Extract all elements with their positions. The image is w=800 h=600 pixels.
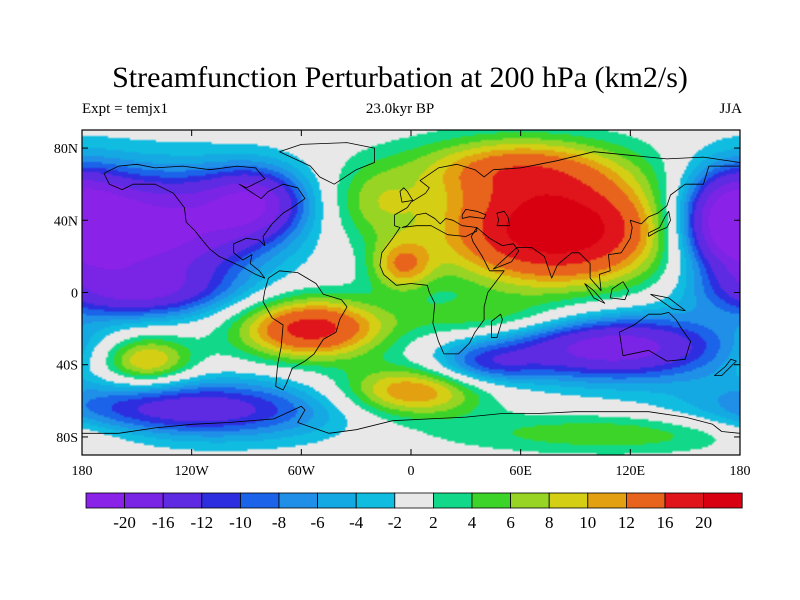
colorbar-label: -4 bbox=[349, 513, 364, 532]
colorbar-box bbox=[664, 492, 704, 509]
colorbar-label: 2 bbox=[429, 513, 438, 532]
colorbar-label: 12 bbox=[618, 513, 635, 532]
lat-tick-label: 80N bbox=[54, 142, 78, 157]
colorbar-box bbox=[394, 492, 434, 509]
lon-tick-label: 60W bbox=[288, 464, 316, 479]
lon-tick-label: 180 bbox=[730, 464, 751, 479]
colorbar-label: -20 bbox=[113, 513, 136, 532]
lat-tick-label: 40S bbox=[56, 359, 78, 374]
lon-tick-label: 60E bbox=[509, 464, 532, 479]
colorbar-box bbox=[124, 492, 164, 509]
colorbar-box bbox=[703, 492, 743, 509]
colorbar-label: 16 bbox=[657, 513, 674, 532]
colorbar-box bbox=[85, 492, 125, 509]
colorbar-box bbox=[278, 492, 318, 509]
caspian-coast bbox=[496, 210, 511, 227]
new-guinea-coast bbox=[650, 293, 686, 312]
colorbar-box bbox=[432, 492, 473, 509]
colorbar-box bbox=[317, 492, 357, 509]
indonesia-coast bbox=[584, 283, 606, 304]
experiment-label: Expt = temjx1 bbox=[82, 101, 168, 117]
colorbar-box bbox=[587, 492, 627, 509]
colorbar-label: -2 bbox=[388, 513, 402, 532]
axis-ticks: 80N 40N 0 40S 80S 180 120W 60W 0 60E 120E 180 bbox=[54, 130, 751, 479]
colorbar-box bbox=[239, 492, 280, 509]
japan-coast bbox=[648, 210, 671, 237]
colorbar-box bbox=[355, 492, 396, 509]
colorbar-label: -12 bbox=[190, 513, 213, 532]
lat-tick-label: 80S bbox=[56, 431, 78, 446]
colorbar-box bbox=[510, 492, 550, 509]
colorbar-label: -8 bbox=[272, 513, 286, 532]
colorbar-box bbox=[548, 492, 589, 509]
colorbar-box bbox=[626, 492, 666, 509]
north-america-coast bbox=[103, 163, 306, 279]
time-label: 23.0kyr BP bbox=[365, 101, 435, 117]
colorbar-box bbox=[201, 492, 241, 509]
lon-tick-label: 0 bbox=[408, 464, 415, 479]
colorbar-label: -6 bbox=[311, 513, 325, 532]
south-america-coast bbox=[262, 270, 348, 391]
colorbar-label: 8 bbox=[545, 513, 554, 532]
mediterranean-coast bbox=[401, 212, 478, 237]
eurasia-africa-coast bbox=[379, 151, 740, 355]
greenland-coast bbox=[279, 142, 375, 185]
lon-tick-label: 120W bbox=[175, 464, 210, 479]
colorbar-label: -10 bbox=[229, 513, 252, 532]
plot-title: Streamfunction Perturbation at 200 hPa (… bbox=[112, 61, 688, 94]
lon-tick-label: 120E bbox=[616, 464, 646, 479]
colorbar-label: 20 bbox=[695, 513, 712, 532]
lon-tick-label: 180 bbox=[72, 464, 93, 479]
colorbar-box bbox=[471, 492, 511, 509]
lat-tick-label: 0 bbox=[71, 287, 78, 302]
lat-tick-label: 40N bbox=[54, 214, 78, 229]
colorbar-label: -16 bbox=[152, 513, 175, 532]
madagascar-coast bbox=[490, 313, 503, 339]
colorbar: -20 -16 -12 -10 -8 -6 -4 -2 2 4 6 8 10 12 16 20 bbox=[85, 492, 743, 532]
coastlines bbox=[82, 142, 740, 434]
black-sea-coast bbox=[461, 208, 487, 219]
colorbar-label: 6 bbox=[506, 513, 515, 532]
colorbar-label: 4 bbox=[468, 513, 477, 532]
australia-coast bbox=[619, 311, 691, 362]
season-label: JJA bbox=[719, 101, 742, 117]
antarctica-coast bbox=[82, 405, 740, 434]
new-zealand-coast bbox=[714, 358, 737, 377]
british-isles-coast bbox=[399, 187, 414, 203]
streamfunction-field bbox=[82, 130, 740, 455]
colorbar-label: 10 bbox=[579, 513, 596, 532]
borneo-coast bbox=[609, 281, 629, 301]
colorbar-box bbox=[162, 492, 203, 509]
